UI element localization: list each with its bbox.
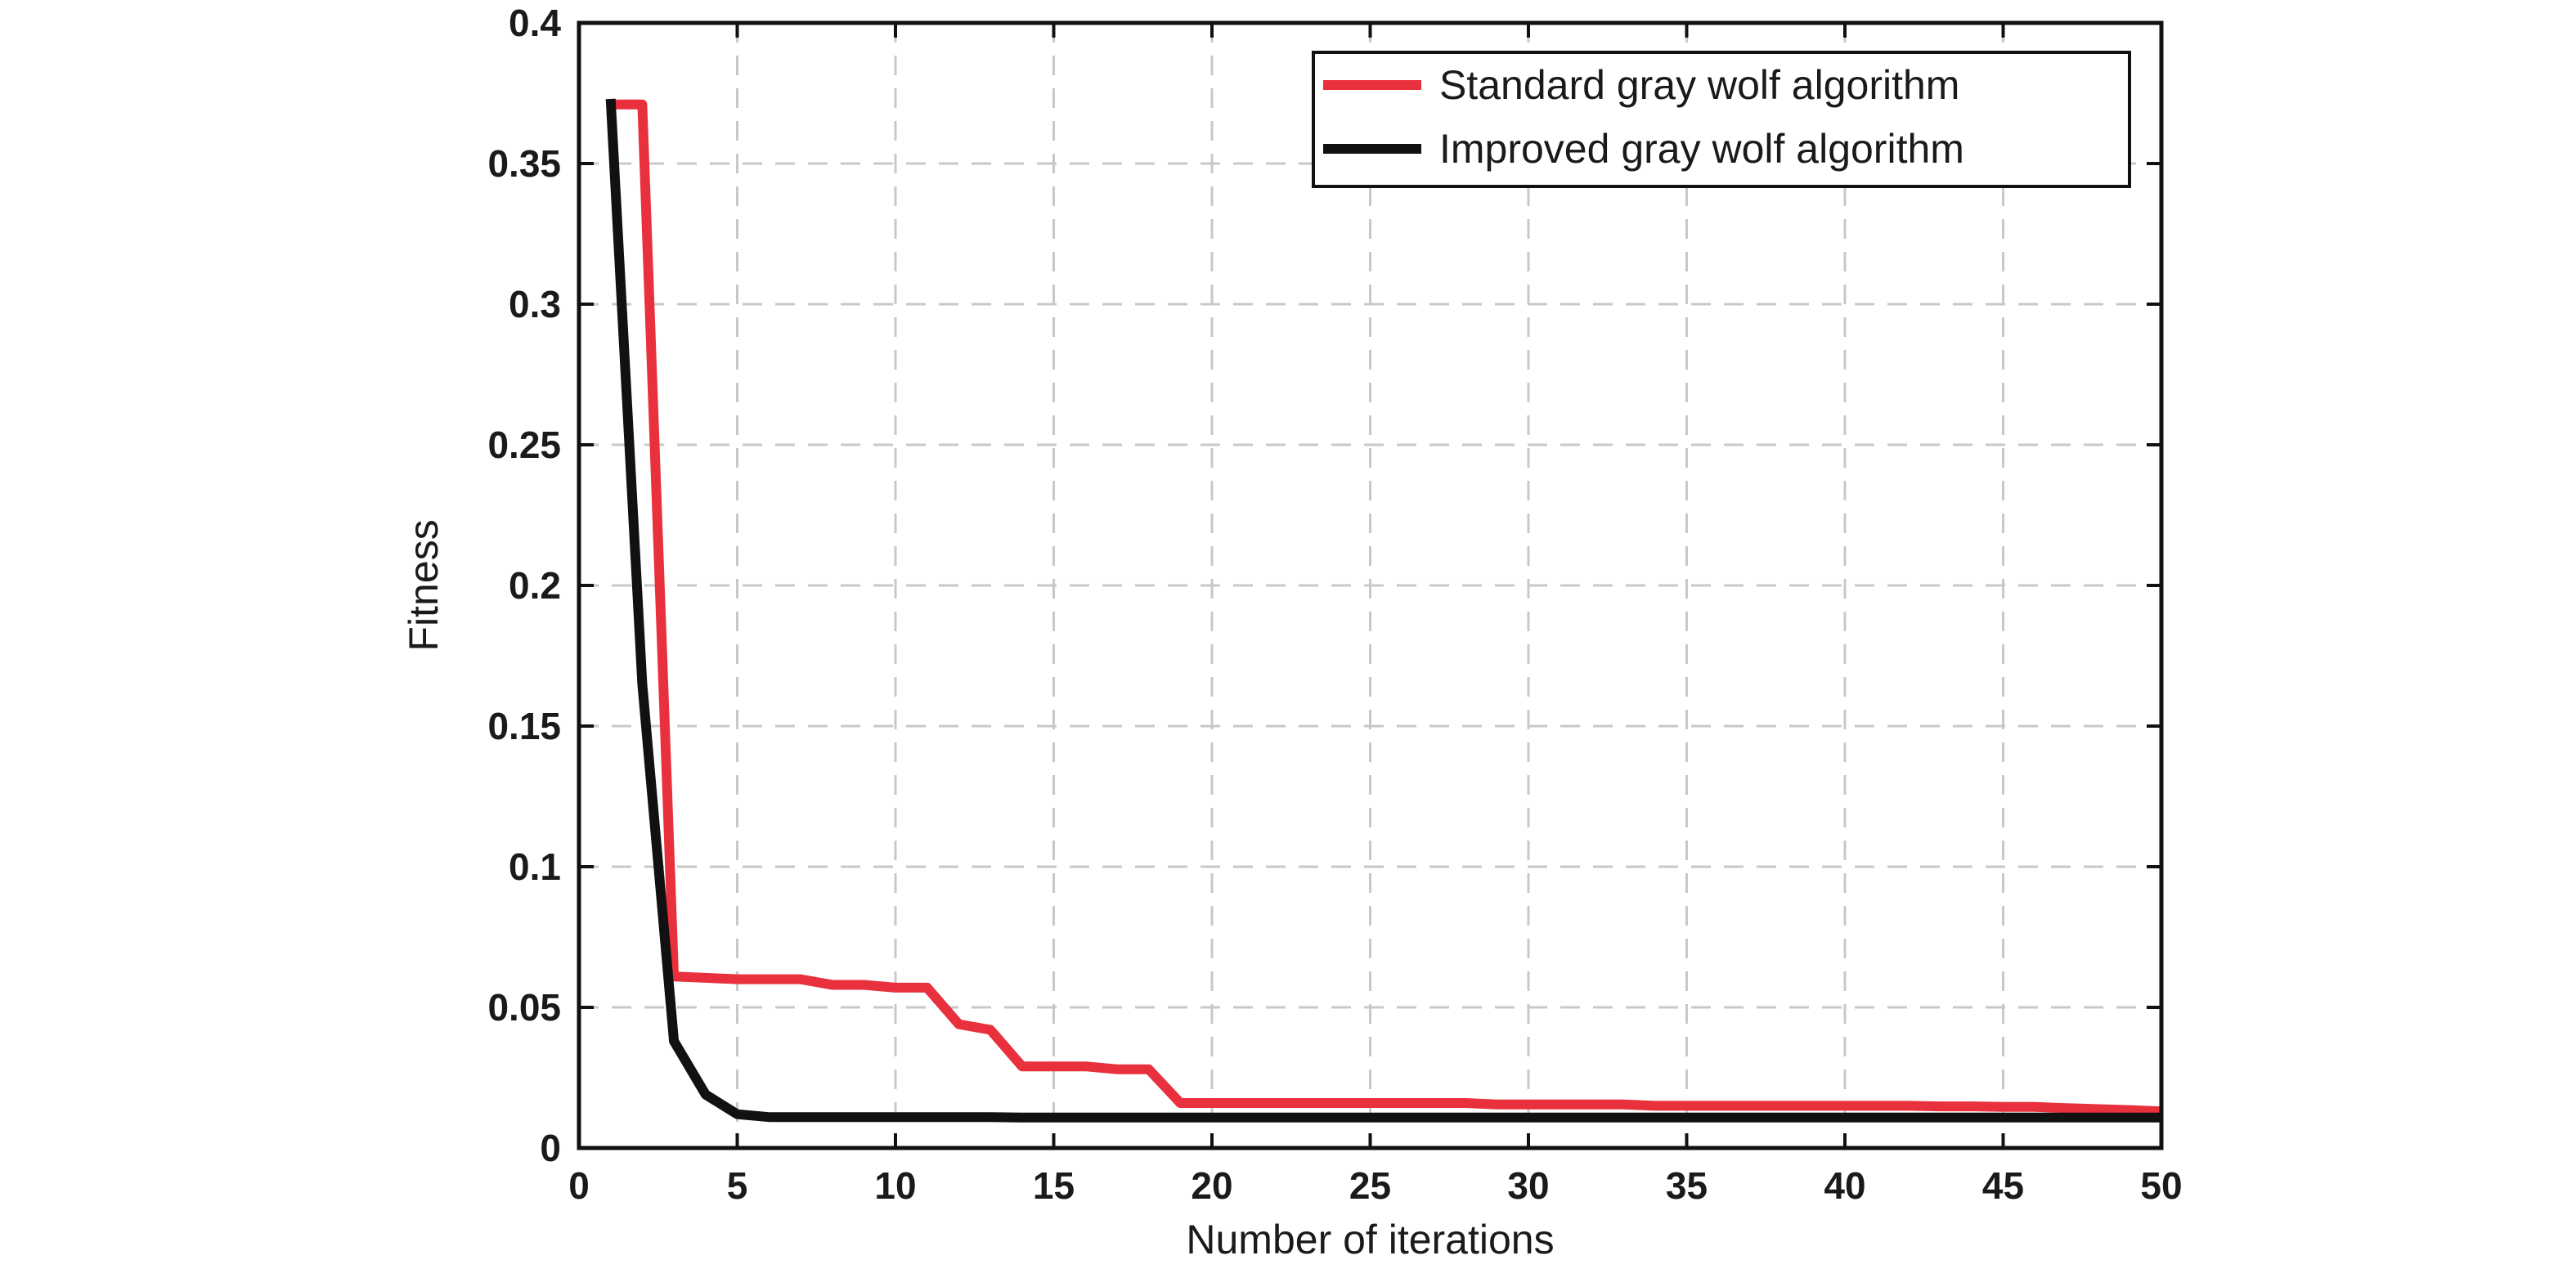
series-line-improved [605,98,2161,1123]
y-tick-label: 0.25 [487,424,561,466]
y-tick-label: 0.1 [509,845,561,888]
axis-ticks [577,21,2163,1150]
legend: Standard gray wolf algorithm Improved gr… [1312,51,2131,188]
y-axis-label: Fitness [401,519,447,651]
y-tick-label: 0.15 [487,705,561,747]
x-tick-label: 25 [1349,1164,1391,1207]
x-tick-label: 50 [2140,1164,2182,1207]
series-line-standard [610,99,2162,1117]
x-axis-tick-labels: 0 5 10 15 20 25 30 35 40 45 50 [568,1164,2182,1207]
y-tick-label: 0.4 [509,2,561,44]
y-axis-tick-labels: 0 0.05 0.1 0.15 0.2 0.25 0.3 0.35 0.4 [487,2,561,1169]
series-lines [605,98,2162,1123]
x-axis-label: Number of iterations [1186,1217,1554,1262]
legend-label-standard: Standard gray wolf algorithm [1439,62,1959,108]
y-tick-label: 0.3 [509,283,561,325]
x-tick-label: 40 [1824,1164,1865,1207]
legend-box [1312,51,2131,188]
legend-label-improved: Improved gray wolf algorithm [1439,126,1964,172]
x-tick-label: 35 [1666,1164,1708,1207]
x-tick-label: 10 [874,1164,916,1207]
y-tick-label: 0 [540,1127,561,1169]
y-tick-label: 0.2 [509,564,561,607]
x-tick-label: 5 [727,1164,748,1207]
x-tick-label: 0 [568,1164,590,1207]
x-tick-label: 15 [1033,1164,1075,1207]
y-tick-label: 0.35 [487,142,561,185]
x-tick-label: 20 [1191,1164,1232,1207]
x-tick-label: 30 [1507,1164,1549,1207]
y-tick-label: 0.05 [487,986,561,1029]
x-tick-label: 45 [1982,1164,2024,1207]
